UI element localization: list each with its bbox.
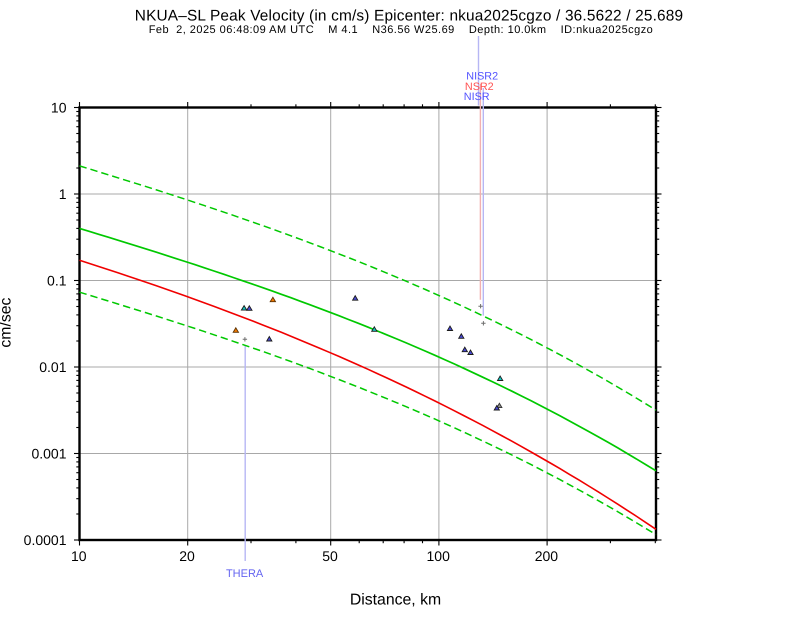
svg-text:10: 10: [71, 548, 87, 564]
svg-text:100: 100: [427, 548, 451, 564]
svg-text:1: 1: [59, 186, 67, 202]
svg-text:NKUA–SL Peak Velocity (in cm/s: NKUA–SL Peak Velocity (in cm/s) Epicente…: [135, 8, 683, 25]
svg-text:20: 20: [179, 548, 195, 564]
svg-text:NISR2: NISR2: [466, 71, 498, 83]
svg-text:0.001: 0.001: [31, 446, 66, 462]
svg-text:0.1: 0.1: [47, 273, 67, 289]
svg-text:50: 50: [322, 548, 338, 564]
svg-text:10: 10: [51, 100, 67, 116]
svg-text:Distance, km: Distance, km: [350, 592, 441, 609]
svg-text:NISR: NISR: [464, 91, 490, 103]
svg-text:cm/sec: cm/sec: [0, 297, 15, 347]
svg-text:0.01: 0.01: [39, 359, 66, 375]
svg-text:THERA: THERA: [226, 568, 264, 580]
svg-text:0.0001: 0.0001: [24, 532, 67, 548]
svg-text:200: 200: [535, 548, 559, 564]
svg-text:NSR2: NSR2: [465, 81, 494, 93]
svg-text:Feb 2, 2025 06:48:09 AM UTC: Feb 2, 2025 06:48:09 AM UTC M 4.1 N36.56…: [149, 24, 654, 36]
